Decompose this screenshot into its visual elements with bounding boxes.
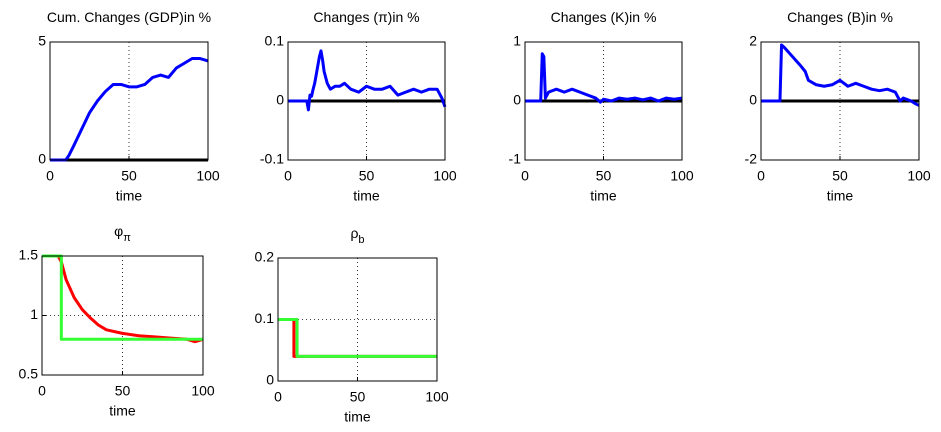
x-axis-label: time xyxy=(353,188,380,204)
x-tick-label: 100 xyxy=(191,383,215,399)
x-tick-label: 100 xyxy=(670,168,694,184)
y-tick-label: 0 xyxy=(749,92,757,108)
x-tick-label: 50 xyxy=(832,168,848,184)
y-tick-label: 0 xyxy=(266,372,274,388)
y-tick-label: 0.1 xyxy=(255,310,275,326)
y-tick-label: 0 xyxy=(276,92,284,108)
title-subscript: b xyxy=(358,234,364,246)
y-tick-label: 0.1 xyxy=(265,33,285,49)
title-text: Cum. Changes (GDP)in % xyxy=(47,9,211,25)
x-tick-label: 50 xyxy=(596,168,612,184)
x-tick-label: 0 xyxy=(521,168,529,184)
chart-title: φπ xyxy=(114,223,131,244)
title-text: Changes (K)in % xyxy=(551,9,657,25)
y-tick-label: 1.5 xyxy=(19,247,39,263)
x-tick-label: 0 xyxy=(38,383,46,399)
x-axis-label: time xyxy=(590,188,617,204)
x-tick-label: 0 xyxy=(274,389,282,405)
data-line xyxy=(50,57,209,162)
x-axis-label: time xyxy=(109,403,136,419)
x-tick-label: 0 xyxy=(46,168,54,184)
chart-title: Cum. Changes (GDP)in % xyxy=(47,9,211,25)
x-tick-label: 0 xyxy=(284,168,292,184)
x-tick-label: 50 xyxy=(115,383,131,399)
panel: 0 50 100 0.5 1 1.5 φπ time xyxy=(19,223,215,419)
x-axis-label: time xyxy=(344,409,371,425)
title-text: φ xyxy=(114,223,123,239)
panel: 0 50 100 0 0.1 0.2 ρb time xyxy=(255,225,449,425)
y-tick-label: 1 xyxy=(30,306,38,322)
title-text: Changes (B)in % xyxy=(787,9,893,25)
y-tick-label: 5 xyxy=(38,33,46,49)
title-text: Changes (π)in % xyxy=(313,9,419,25)
y-tick-label: 2 xyxy=(749,33,757,49)
axes-frame xyxy=(760,41,920,161)
data-line xyxy=(761,43,920,107)
x-tick-label: 100 xyxy=(196,168,220,184)
x-tick-label: 0 xyxy=(757,168,765,184)
data-line xyxy=(288,49,447,112)
x-tick-label: 100 xyxy=(425,389,449,405)
x-tick-label: 50 xyxy=(121,168,137,184)
y-tick-label: -2 xyxy=(745,151,758,167)
x-axis-label: time xyxy=(116,188,143,204)
x-axis-label: time xyxy=(827,188,854,204)
y-tick-label: 0.2 xyxy=(255,249,275,265)
y-tick-label: -0.1 xyxy=(260,151,284,167)
x-tick-label: 50 xyxy=(350,389,366,405)
x-tick-label: 100 xyxy=(433,168,457,184)
y-tick-label: -1 xyxy=(509,151,522,167)
title-subscript: π xyxy=(123,232,131,244)
axes-frame xyxy=(277,257,438,382)
axes-frame xyxy=(49,41,209,161)
y-tick-label: 0.5 xyxy=(19,366,39,382)
data-line xyxy=(525,52,683,104)
data-line xyxy=(278,318,437,358)
axes-frame xyxy=(287,41,446,161)
title-text: ρ xyxy=(350,225,358,241)
y-tick-label: 1 xyxy=(513,33,521,49)
x-tick-label: 100 xyxy=(907,168,931,184)
chart-title: ρb xyxy=(350,225,364,246)
axes-frame xyxy=(524,41,683,161)
chart-title: Changes (π)in % xyxy=(313,9,419,25)
chart-title: Changes (K)in % xyxy=(551,9,657,25)
chart-title: Changes (B)in % xyxy=(787,9,893,25)
axes-frame xyxy=(41,255,204,376)
y-tick-label: 0 xyxy=(513,92,521,108)
x-tick-label: 50 xyxy=(359,168,375,184)
y-tick-label: 0 xyxy=(38,151,46,167)
